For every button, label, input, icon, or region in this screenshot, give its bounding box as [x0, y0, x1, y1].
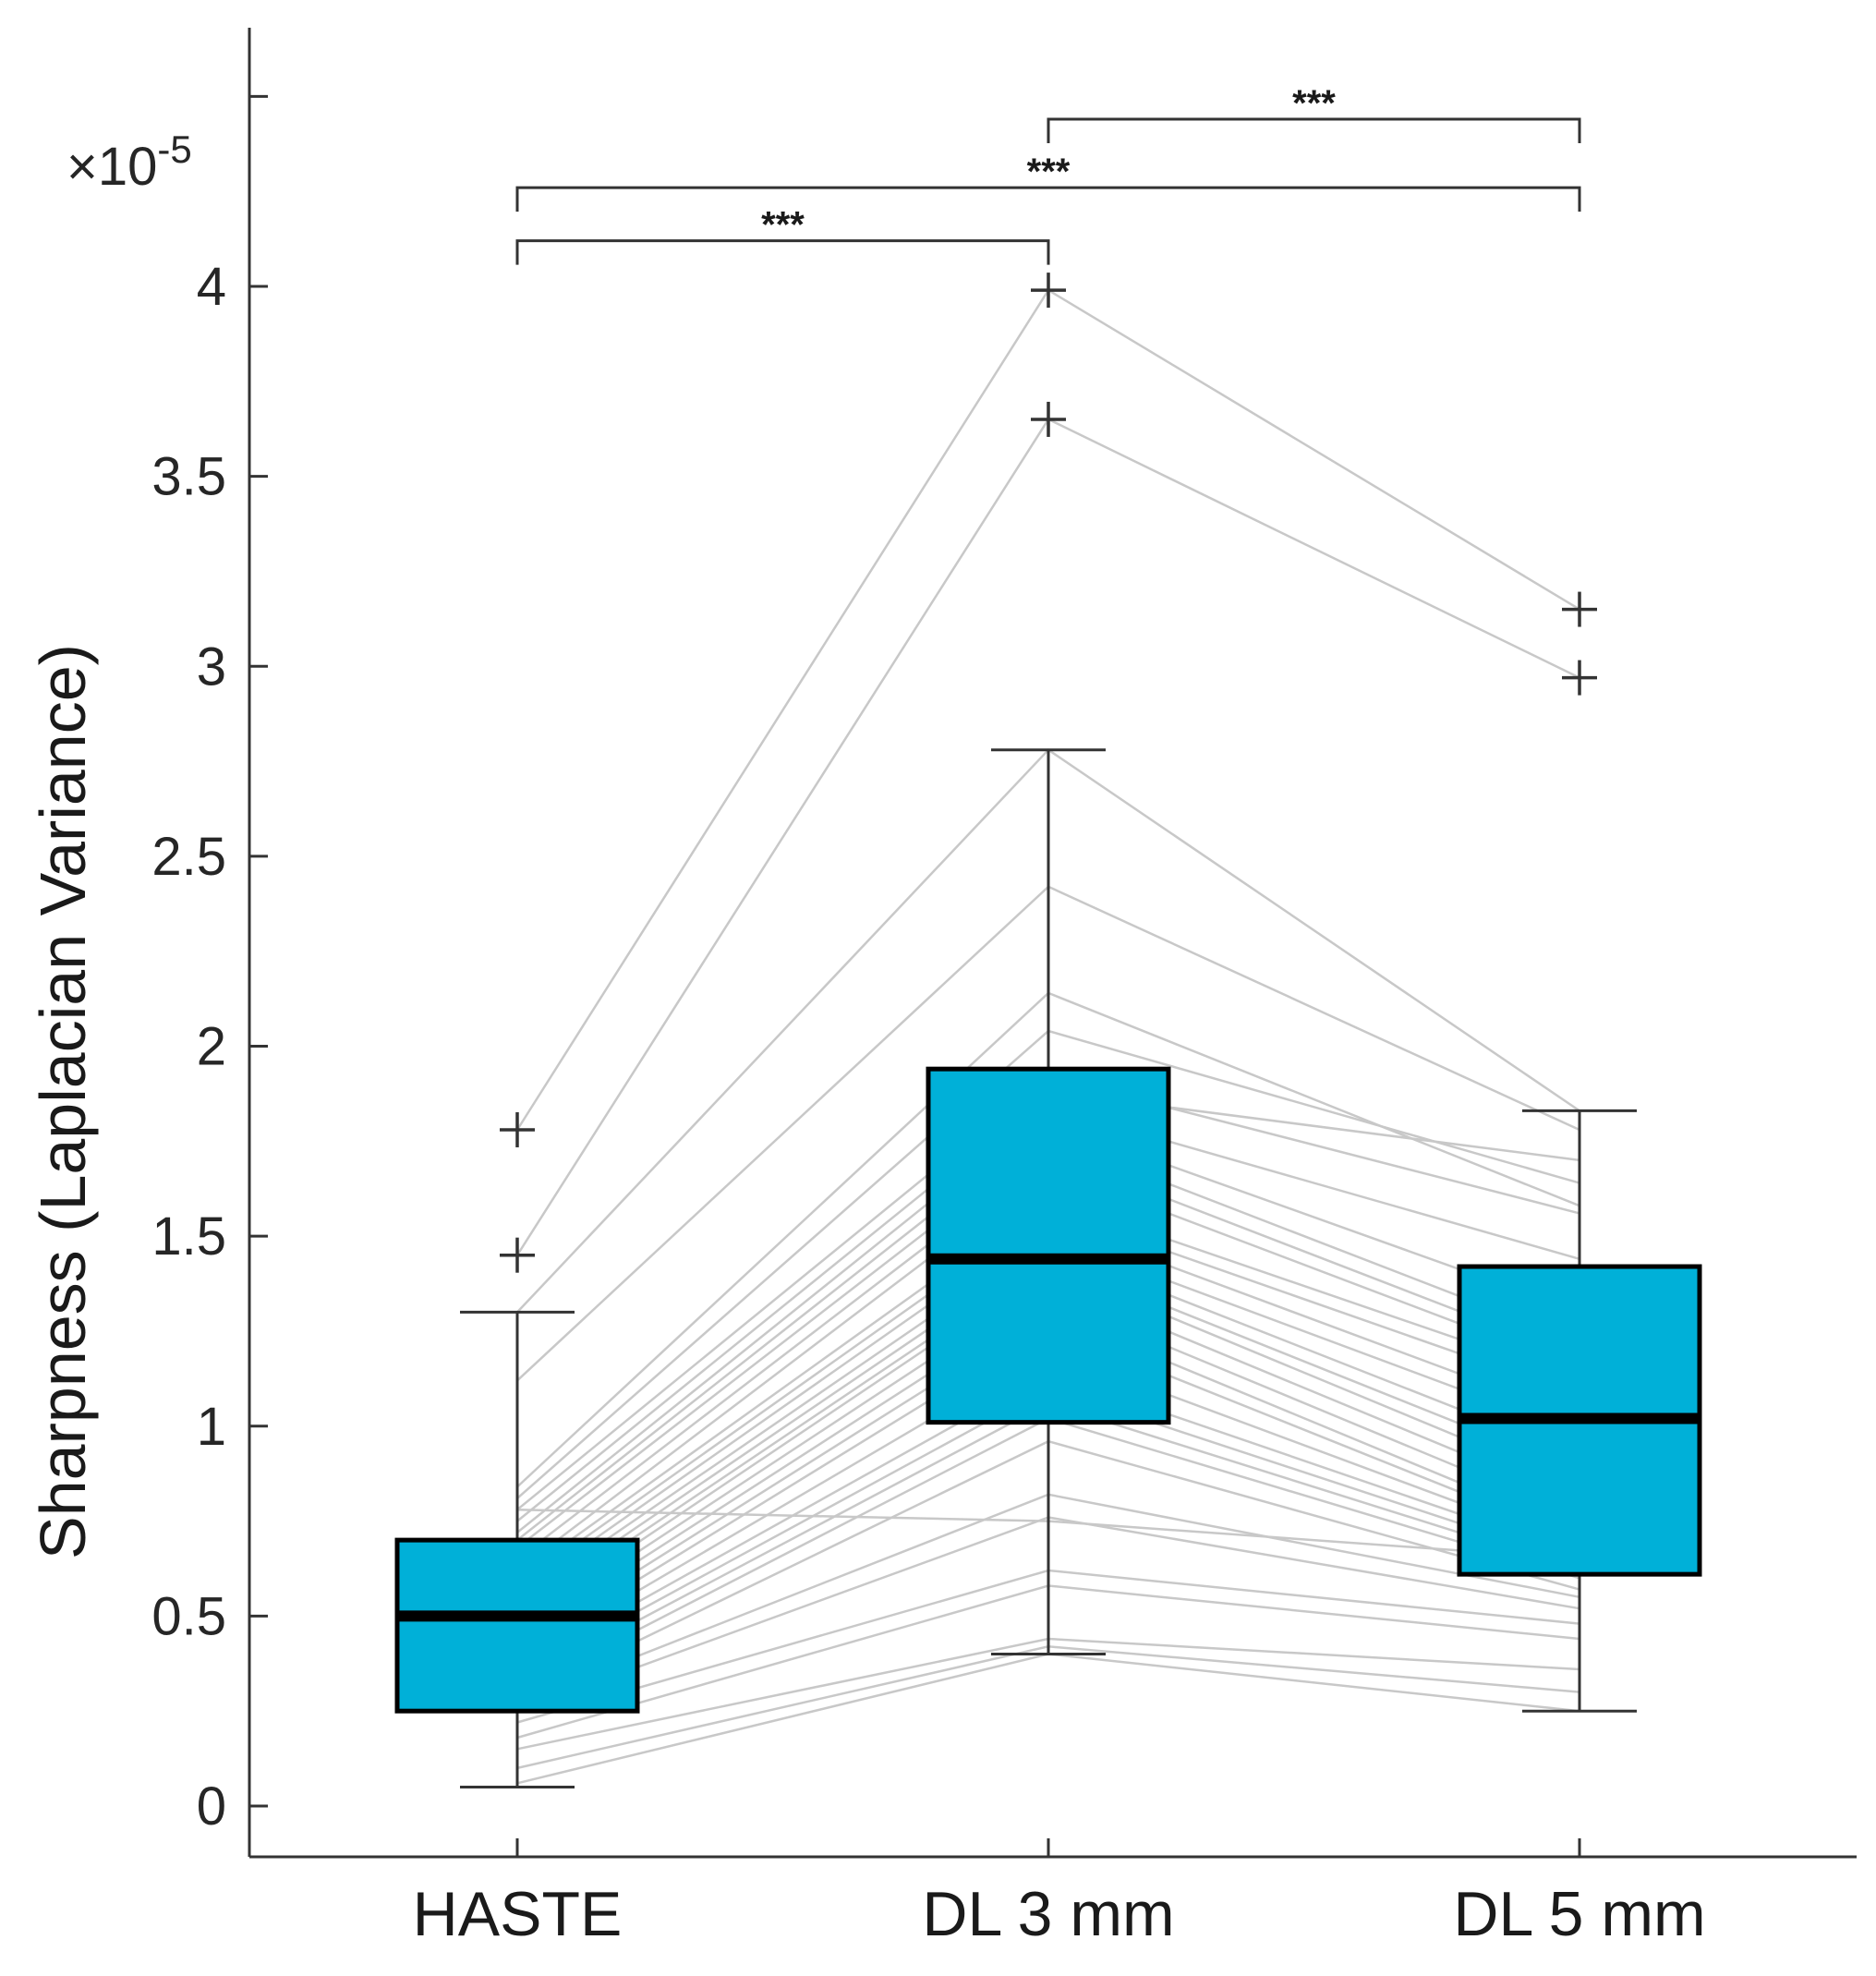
y-tick-label-8: 4 [197, 257, 226, 317]
box-haste [394, 1537, 640, 1714]
axes-group: 0 0.5 1 1.5 2 2.5 3 3.5 4 HASTE DL 3 mm DL 5 mm [151, 28, 1857, 1949]
outlier-dl-3-mm-1 [1031, 273, 1066, 309]
outlier-dl-5-mm-1 [1562, 591, 1597, 627]
outlier-haste-1 [500, 1111, 535, 1147]
x-tick-label-1: DL 3 mm [922, 1879, 1174, 1949]
outliers-group [500, 273, 1597, 1273]
significance-label-0: *** [761, 205, 805, 246]
y-tick-label-6: 3 [197, 636, 226, 697]
significance-bracket-0 [515, 239, 1050, 265]
outlier-dl-5-mm-0 [1562, 660, 1597, 696]
significance-bracket-1 [515, 186, 1581, 212]
y-tick-label-5: 2.5 [151, 827, 226, 887]
y-tick-label-3: 1.5 [151, 1206, 226, 1267]
y-axis-label: Sharpness (Laplacian Variance) [27, 644, 99, 1559]
y-exponent-label: ×10-5 [67, 127, 192, 197]
significance-group: *** *** *** [515, 83, 1581, 265]
boxes-group [394, 1066, 1702, 1714]
box-dl-3-mm [926, 1066, 1171, 1425]
whiskers-group [460, 748, 1637, 1788]
paired-line-36 [516, 1653, 1580, 1785]
outlier-dl-3-mm-0 [1031, 401, 1066, 437]
y-tick-label-1: 0.5 [151, 1586, 226, 1646]
paired-line-35 [516, 1645, 1580, 1770]
y-tick-label-2: 1 [197, 1397, 226, 1457]
y-tick-label-0: 0 [197, 1776, 226, 1837]
significance-label-2: *** [1292, 83, 1336, 124]
y-tick-label-4: 2 [197, 1017, 226, 1077]
y-tick-label-7: 3.5 [151, 447, 226, 507]
outlier-haste-0 [500, 1237, 535, 1273]
x-tick-label-2: DL 5 mm [1453, 1879, 1705, 1949]
significance-label-1: *** [1027, 152, 1071, 192]
significance-bracket-2 [1047, 117, 1581, 144]
x-tick-label-0: HASTE [413, 1879, 623, 1949]
